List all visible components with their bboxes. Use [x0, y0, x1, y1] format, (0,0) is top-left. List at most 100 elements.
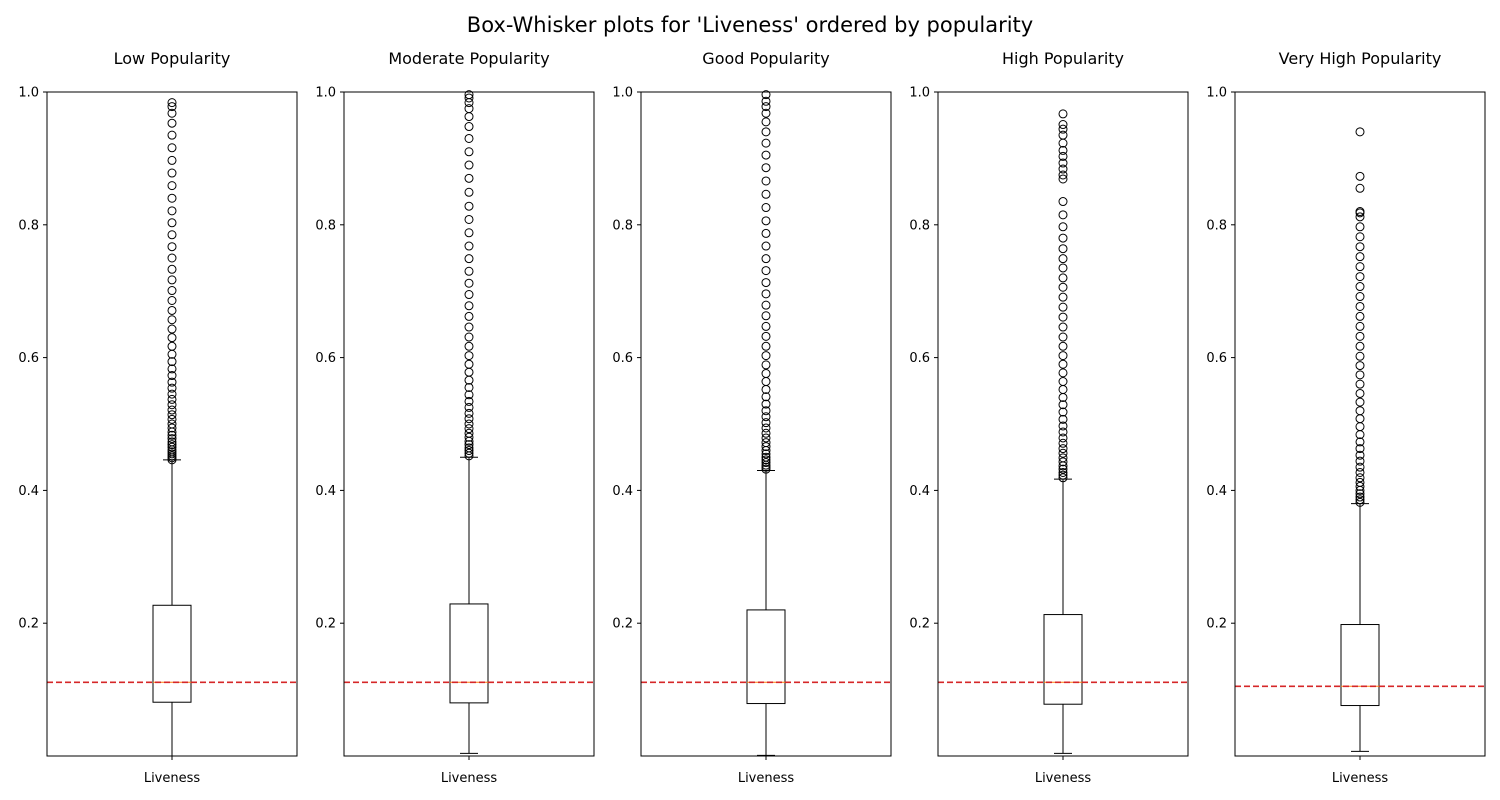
y-tick-label: 0.2 [18, 617, 39, 632]
outlier-point [761, 241, 771, 251]
panel-title: Moderate Popularity [388, 49, 549, 68]
outlier-point [1355, 473, 1365, 483]
outlier-point [167, 102, 177, 112]
outlier-point [167, 437, 177, 447]
outlier-point [1058, 197, 1068, 207]
outlier-point [167, 400, 177, 410]
outlier-point [464, 241, 474, 251]
outlier-point [167, 442, 177, 452]
outlier-point [464, 133, 474, 143]
outlier-point [464, 201, 474, 211]
outlier-point [167, 118, 177, 128]
y-tick-label: 0.4 [909, 484, 930, 499]
outlier-point [464, 104, 474, 114]
axes-frame [1234, 91, 1486, 757]
outlier-point [761, 418, 771, 428]
outlier-point [167, 414, 177, 424]
outlier-point [464, 214, 474, 224]
outlier-point [167, 333, 177, 343]
outlier-point [1355, 406, 1365, 416]
outlier-point [1058, 433, 1068, 443]
outlier-point [167, 230, 177, 240]
outlier-point [761, 102, 771, 112]
y-tick-label: 0.6 [18, 351, 39, 366]
y-tick-label: 0.4 [612, 484, 633, 499]
outlier-point [761, 90, 771, 100]
outlier-point [761, 433, 771, 443]
outlier-point [1058, 292, 1068, 302]
outlier-point [761, 412, 771, 422]
outlier-point [761, 442, 771, 452]
outlier-point [1058, 158, 1068, 168]
outlier-point [167, 324, 177, 334]
outlier-point [1058, 341, 1068, 351]
outlier-point [464, 414, 474, 424]
outlier-point [761, 138, 771, 148]
outlier-point [167, 286, 177, 296]
outlier-point [761, 455, 771, 465]
outlier-point [1058, 421, 1068, 431]
outlier-point [1355, 456, 1365, 466]
outlier-point [761, 321, 771, 331]
outlier-point [167, 377, 177, 387]
outlier-point [167, 295, 177, 305]
outlier-point [464, 160, 474, 170]
axes-frame [640, 91, 892, 757]
outlier-point [464, 428, 474, 438]
outlier-point [167, 410, 177, 420]
panel-5: Very High Popularity 0.2 0.4 0.6 0.8 1.0 Liven… [1206, 49, 1486, 786]
panel-title: High Popularity [1002, 49, 1124, 68]
outlier-point [1058, 438, 1068, 448]
y-tick-label: 0.8 [315, 218, 336, 233]
outlier-point [464, 228, 474, 238]
y-tick-label: 0.4 [18, 484, 39, 499]
outlier-point [464, 443, 474, 453]
outlier-point [167, 253, 177, 263]
outlier-point [1355, 341, 1365, 351]
outlier-point [761, 108, 771, 118]
outlier-point [464, 278, 474, 288]
outlier-point [464, 332, 474, 342]
y-tick-label: 0.6 [612, 351, 633, 366]
outlier-point [1355, 379, 1365, 389]
outlier-point [1355, 183, 1365, 193]
outlier-point [761, 127, 771, 137]
outlier-point [167, 181, 177, 191]
outlier-point [761, 428, 771, 438]
outlier-point [1058, 332, 1068, 342]
outlier-point [464, 254, 474, 264]
y-tick-label: 1.0 [909, 86, 930, 101]
outlier-point [761, 150, 771, 160]
y-tick-label: 1.0 [18, 86, 39, 101]
outlier-point [1355, 450, 1365, 460]
y-tick-label: 0.4 [315, 484, 336, 499]
outlier-point [1355, 388, 1365, 398]
outlier-point [1058, 400, 1068, 410]
outlier-point [1355, 262, 1365, 272]
outlier-point [167, 305, 177, 315]
outlier-point [761, 406, 771, 416]
panel-1: Low Popularity 0.2 0.4 0.6 0.8 1.0 Liveness [18, 49, 298, 786]
iqr-box [449, 603, 489, 704]
outlier-point [167, 357, 177, 367]
outlier-point [1058, 427, 1068, 437]
outlier-point [1355, 242, 1365, 252]
outlier-point [1058, 282, 1068, 292]
outlier-point [1355, 311, 1365, 321]
y-tick-label: 0.8 [612, 218, 633, 233]
outlier-point [1058, 145, 1068, 155]
outlier-point [167, 108, 177, 118]
outlier-point [1058, 359, 1068, 369]
outlier-point [1355, 292, 1365, 302]
outlier-point [1355, 207, 1365, 217]
outlier-point [1058, 254, 1068, 264]
outlier-point [761, 254, 771, 264]
outlier-point [1058, 453, 1068, 463]
outlier-point [1355, 321, 1365, 331]
outlier-point [167, 155, 177, 165]
outlier-point [464, 341, 474, 351]
outlier-point [167, 168, 177, 178]
panel-4: High Popularity 0.2 0.4 0.6 0.8 1.0 Liveness [909, 49, 1189, 786]
panel-title: Very High Popularity [1279, 49, 1442, 68]
